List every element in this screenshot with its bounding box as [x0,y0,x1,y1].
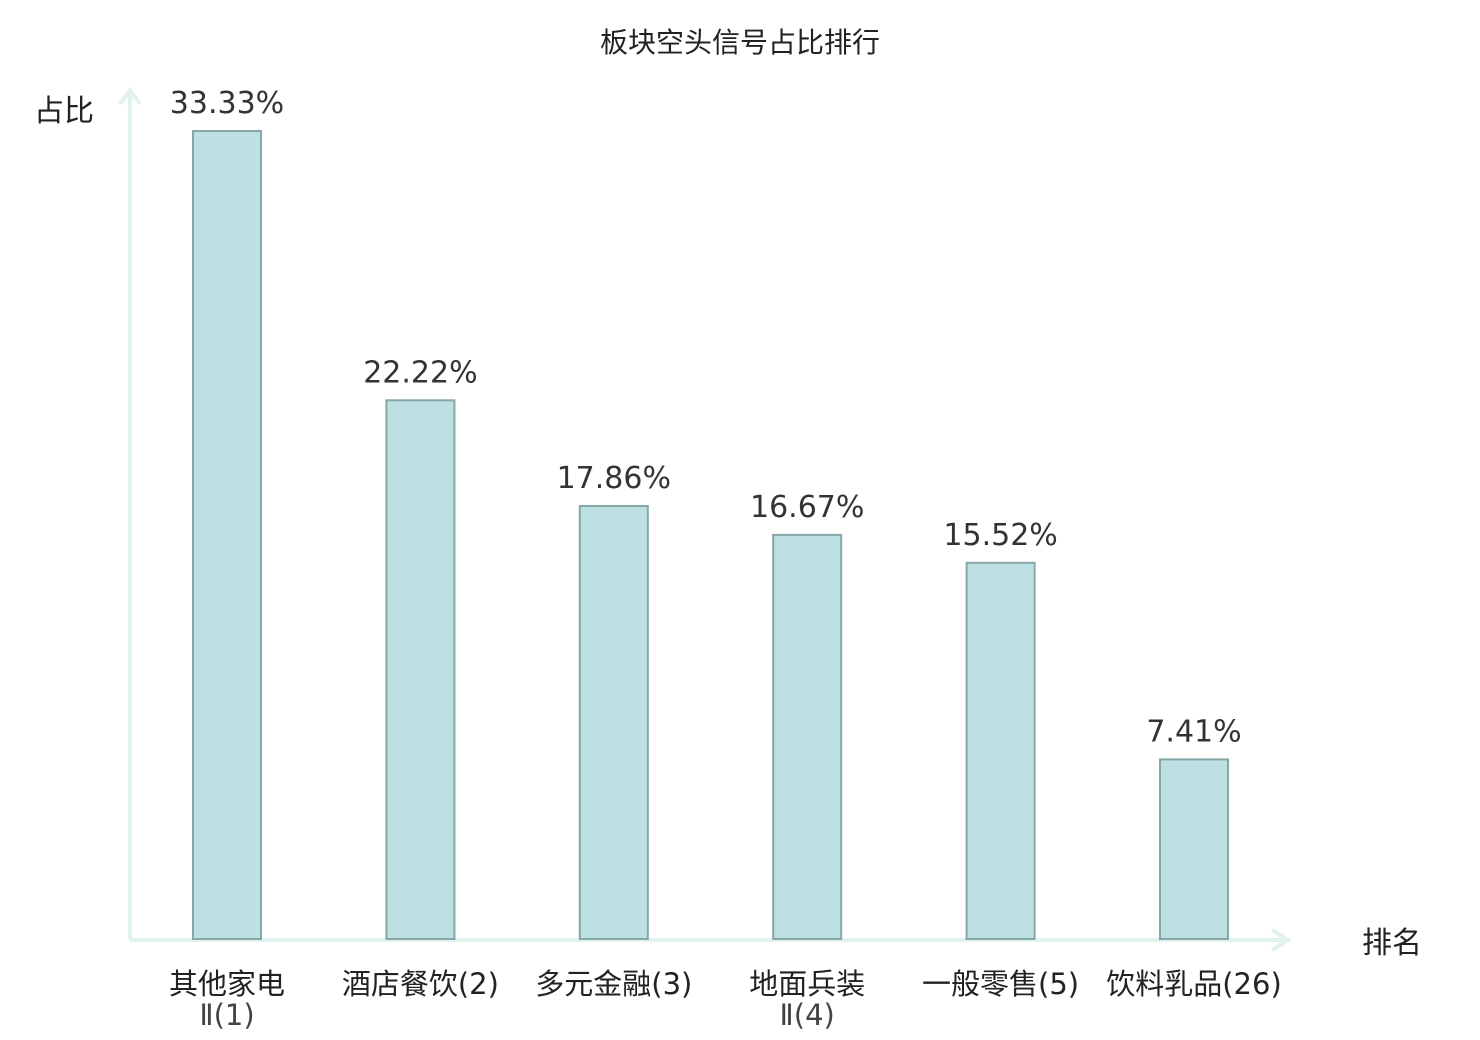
value-label-2: 22.22% [363,355,477,390]
value-label-1: 33.33% [170,86,284,121]
value-label-4: 16.67% [750,490,864,525]
category-label-5: 一般零售(5) [922,967,1079,1001]
bar-5 [965,561,1036,940]
chart-title: 板块空头信号占比排行 [600,26,880,59]
bar-2 [385,399,456,940]
category-label-6: 饮料乳品(26) [1106,967,1282,1001]
bar-3 [578,505,649,940]
y-axis-arrow [118,86,142,106]
category-label-2: 酒店餐饮(2) [342,967,499,1001]
bars-group [192,130,1229,941]
value-label-3: 17.86% [557,461,671,496]
value-label-6: 7.41% [1146,714,1241,749]
bar-6 [1159,758,1229,941]
y-axis-label: 占比 [34,94,94,129]
bar-4 [772,533,843,941]
bar-1 [192,130,262,940]
value-label-5: 15.52% [943,518,1057,553]
x-axis-arrow [1270,928,1292,952]
category-sublabel-1: Ⅱ(1) [199,998,254,1032]
category-label-4: 地面兵装 [749,967,865,1001]
category-sublabel-4: Ⅱ(4) [780,998,835,1032]
x-axis-label: 排名 [1362,926,1422,961]
category-label-1: 其他家电 [169,967,285,1001]
category-label-3: 多元金融(3) [535,967,692,1001]
